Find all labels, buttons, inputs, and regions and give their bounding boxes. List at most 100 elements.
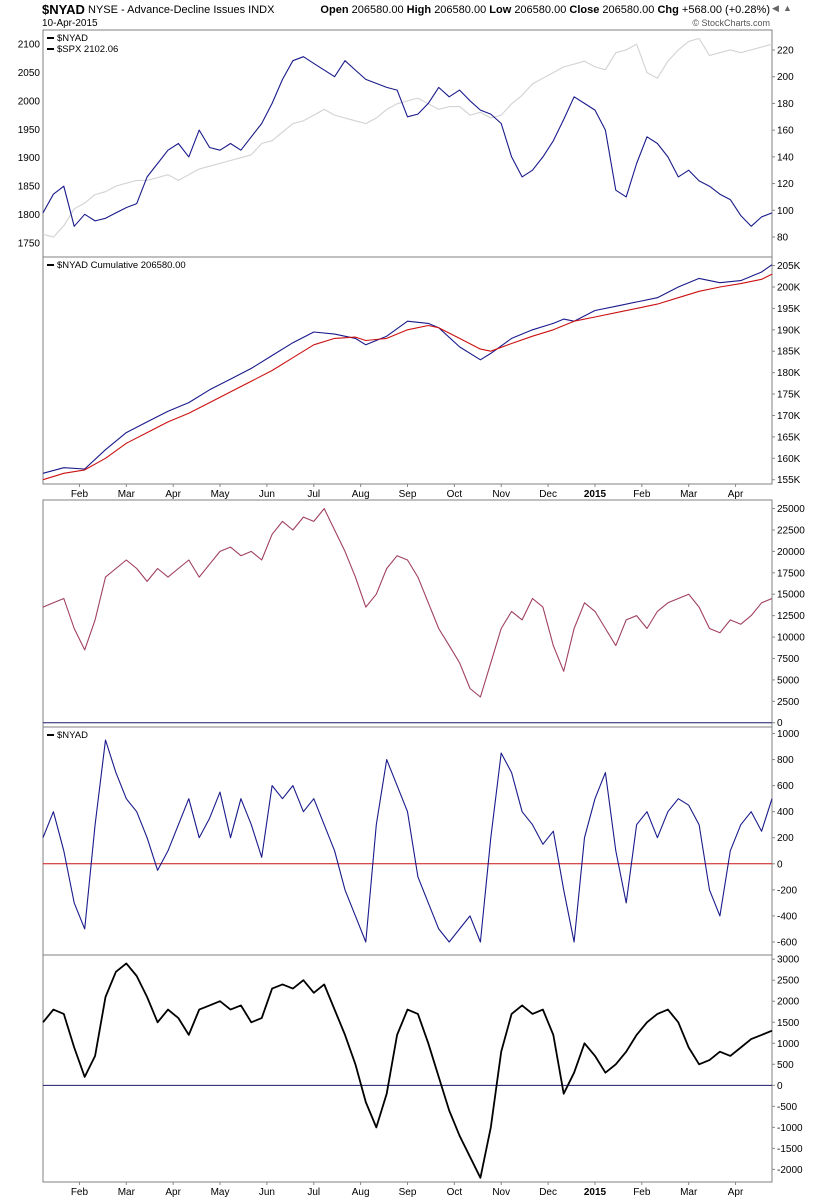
y-tick-label: -200 (777, 885, 797, 896)
low-label: Low (489, 4, 512, 16)
y-tick-label: -400 (777, 911, 797, 922)
x-tick-label: Jul (307, 489, 320, 500)
close-label: Close (569, 4, 600, 16)
open-value: 206580.00 (351, 4, 404, 16)
scroll-right-icon[interactable]: ▲ (783, 3, 792, 13)
y-tick-label: 185K (777, 347, 801, 358)
y-tick-label: 17500 (777, 568, 805, 579)
y-tick-label: -600 (777, 937, 797, 948)
y-tick-label: 120 (777, 179, 794, 190)
y-tick-label: 190K (777, 325, 801, 336)
y-tick-label: 180 (777, 99, 794, 110)
y-tick-label: -1500 (777, 1144, 803, 1155)
y-tick-label: 140 (777, 152, 794, 163)
y-tick-label: 2000 (18, 96, 41, 107)
x-tick-label: Mar (118, 1187, 136, 1198)
pane-frame (42, 29, 773, 258)
y-tick-label: 2000 (777, 997, 800, 1008)
x-tick-label: May (211, 489, 230, 500)
x-tick-label: Jul (307, 1187, 320, 1198)
y-tick-label: -1000 (777, 1123, 803, 1134)
x-tick-label: Mar (680, 1187, 698, 1198)
y-tick-label: 220 (777, 46, 794, 57)
y-tick-label: 0 (777, 718, 783, 729)
y-tick-label: 25000 (777, 504, 805, 515)
y-tick-label: 200 (777, 72, 794, 83)
x-tick-label: Jun (259, 489, 275, 500)
series-line-maroon (42, 508, 773, 698)
pane-frame (42, 256, 773, 485)
x-tick-label: Apr (728, 489, 744, 500)
chart-date: 10-Apr-2015 (42, 18, 98, 29)
y-tick-label: 22500 (777, 525, 805, 536)
x-tick-label: Feb (633, 1187, 651, 1198)
series-line-red (42, 273, 773, 481)
x-tick-label: Dec (539, 1187, 557, 1198)
y-tick-label: 165K (777, 432, 801, 443)
y-tick-label: -2000 (777, 1165, 803, 1176)
pane-nyad: 1000 800 600 400 200 0 -200 -400 -600 $NYAD (42, 726, 800, 956)
y-tick-label: 0 (777, 859, 783, 870)
y-tick-label: 2500 (777, 697, 800, 708)
x-tick-label: 2015 (584, 1187, 607, 1198)
y-tick-label: 155K (777, 475, 801, 486)
x-tick-label: Sep (399, 489, 417, 500)
y-tick-label: 80 (777, 232, 789, 243)
x-tick-label: Aug (352, 1187, 370, 1198)
y-tick-label: 1000 (777, 729, 800, 740)
legend-label: $NYAD (57, 33, 88, 44)
x-tick-label: Apr (165, 1187, 181, 1198)
x-tick-label: Apr (728, 1187, 744, 1198)
y-tick-label: 7500 (777, 654, 800, 665)
scroll-left-icon[interactable]: ◀ (772, 3, 779, 13)
high-label: High (406, 4, 432, 16)
legend-label: $SPX 2102.06 (57, 44, 118, 55)
y-tick-label: 160 (777, 126, 794, 137)
x-tick-label: Feb (633, 489, 651, 500)
legend-label: $NYAD (57, 730, 88, 741)
series-line-navy (42, 264, 773, 474)
series-line-gray (42, 37, 773, 238)
pane-frame (42, 726, 773, 956)
y-tick-label: 1500 (777, 1018, 800, 1029)
y-tick-label: 100 (777, 206, 794, 217)
x-tick-label: Feb (71, 1187, 89, 1198)
close-value: 206580.00 (602, 4, 655, 16)
y-tick-label: 2050 (18, 68, 41, 79)
y-tick-label: 1000 (777, 1039, 800, 1050)
chg-value: +568.00 (+0.28%) (681, 4, 770, 16)
y-tick-label: 170K (777, 411, 801, 422)
x-tick-label: Oct (447, 489, 463, 500)
y-tick-label: 2500 (777, 976, 800, 987)
y-tick-label: 1950 (18, 125, 41, 136)
symbol-label: $NYAD (42, 2, 85, 17)
y-tick-label: 3000 (777, 955, 800, 966)
y-tick-label: 200 (777, 833, 794, 844)
y-tick-label: 0 (777, 1081, 783, 1092)
x-tick-label: Oct (447, 1187, 463, 1198)
low-value: 206580.00 (514, 4, 567, 16)
y-tick-label: 400 (777, 807, 794, 818)
x-tick-label: Nov (492, 1187, 510, 1198)
x-tick-label: Jun (259, 1187, 275, 1198)
legend-label: $NYAD Cumulative 206580.00 (57, 260, 186, 271)
x-tick-label: Aug (352, 489, 370, 500)
y-tick-label: 600 (777, 781, 794, 792)
y-tick-label: 800 (777, 755, 794, 766)
y-tick-label: 500 (777, 1060, 794, 1071)
watermark: © StockCharts.com (692, 18, 770, 28)
symbol-description: NYSE - Advance-Decline Issues INDX (88, 4, 275, 16)
y-tick-label: 10000 (777, 633, 805, 644)
x-tick-label: Apr (165, 489, 181, 500)
x-tick-label: 2015 (584, 489, 607, 500)
ohlc-readout: Open 206580.00 High 206580.00 Low 206580… (320, 4, 770, 16)
chg-label: Chg (657, 4, 679, 16)
y-tick-label: 5000 (777, 675, 800, 686)
y-tick-label: 180K (777, 368, 801, 379)
high-value: 206580.00 (434, 4, 487, 16)
x-tick-label: Mar (680, 489, 698, 500)
pane-frame (42, 499, 773, 728)
x-tick-label: Feb (71, 489, 89, 500)
y-tick-label: 205K (777, 261, 801, 272)
